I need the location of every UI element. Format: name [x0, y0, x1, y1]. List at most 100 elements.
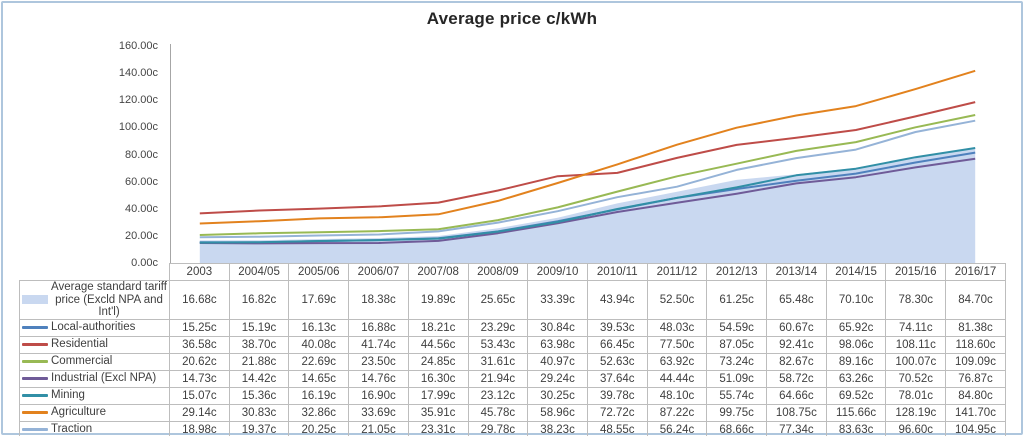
value-cell: 35.91c [407, 403, 469, 422]
value-cell: 25.65c [467, 280, 529, 320]
value-cell: 23.29c [467, 318, 529, 337]
value-cell: 43.94c [586, 280, 648, 320]
value-cell: 68.66c [706, 420, 768, 436]
value-cell: 84.70c [945, 280, 1006, 320]
value-cell: 87.05c [706, 335, 768, 354]
value-cell: 96.60c [885, 420, 947, 436]
table-row: Mining 15.07c 15.36c 16.19c 16.90c 17.99c 23.1… [19, 386, 1006, 405]
value-cell: 99.75c [706, 403, 768, 422]
value-cell: 58.96c [527, 403, 588, 422]
year-header-cell: 2014/15 [825, 263, 887, 281]
value-cell: 23.50c [348, 352, 409, 371]
value-cell: 92.41c [766, 335, 827, 354]
line-legend-swatch [22, 411, 48, 414]
value-cell: 76.87c [945, 369, 1006, 388]
value-cell: 30.25c [527, 386, 588, 405]
value-cell: 70.52c [885, 369, 947, 388]
value-cell: 39.78c [586, 386, 648, 405]
value-cell: 44.44c [646, 369, 708, 388]
value-cell: 66.45c [586, 335, 648, 354]
value-cell: 70.10c [825, 280, 887, 320]
value-cell: 41.74c [348, 335, 409, 354]
value-cell: 78.30c [885, 280, 947, 320]
value-cell: 37.64c [586, 369, 648, 388]
value-cell: 63.26c [825, 369, 887, 388]
table-corner-cell [20, 264, 170, 281]
line-legend-swatch [22, 428, 48, 431]
value-cell: 19.89c [407, 280, 469, 320]
value-cell: 15.07c [169, 386, 230, 405]
value-cell: 78.01c [885, 386, 947, 405]
value-cell: 118.60c [945, 335, 1006, 354]
value-cell: 33.39c [527, 280, 588, 320]
table-row: Residential 36.58c 38.70c 40.08c 41.74c 44.56… [19, 335, 1006, 354]
series-label: Average standard tariff price (Excld NPA… [51, 281, 167, 318]
series-label-cell: Industrial (Excl NPA) [19, 369, 170, 388]
value-cell: 52.50c [646, 280, 708, 320]
y-tick-label: 0.00c [131, 257, 158, 269]
line-series [199, 69, 976, 225]
value-cell: 44.56c [407, 335, 469, 354]
value-cell: 87.22c [646, 403, 708, 422]
year-header-cell: 2006/07 [348, 263, 409, 281]
data-table-with-legend: 2003 2004/05 2005/06 2006/07 2007/08 2008/09 2… [19, 263, 1006, 436]
value-cell: 36.58c [169, 335, 230, 354]
value-cell: 69.52c [825, 386, 887, 405]
value-cell: 21.88c [228, 352, 290, 371]
year-header-cell: 2016/17 [945, 263, 1006, 281]
y-tick-label: 20.00c [124, 229, 158, 242]
year-header-cell: 2008/09 [467, 263, 529, 281]
value-cell: 89.16c [825, 352, 887, 371]
value-cell: 30.83c [228, 403, 290, 422]
table-row: Industrial (Excl NPA) 14.73c 14.42c 14.65c 1… [19, 369, 1006, 388]
value-cell: 29.78c [467, 420, 529, 436]
value-cell: 29.14c [169, 403, 230, 422]
value-cell: 29.24c [527, 369, 588, 388]
value-cell: 16.13c [288, 318, 350, 337]
table-row: Agriculture 29.14c 30.83c 32.86c 33.69c 35.91… [19, 403, 1006, 422]
year-header-cell: 2009/10 [527, 263, 588, 281]
series-label: Mining [51, 389, 85, 402]
value-cell: 56.24c [646, 420, 708, 436]
value-cell: 60.67c [766, 318, 827, 337]
series-label-cell: Agriculture [19, 403, 170, 422]
line-series [199, 157, 976, 245]
year-header-cell: 2012/13 [706, 263, 768, 281]
y-axis-line [170, 44, 171, 263]
line-legend-swatch [22, 360, 48, 363]
value-cell: 18.98c [169, 420, 230, 436]
table-header-row: 2003 2004/05 2005/06 2006/07 2007/08 2008/09 2… [20, 263, 1006, 281]
value-cell: 45.78c [467, 403, 529, 422]
series-label-cell: Average standard tariff price (Excld NPA… [19, 280, 170, 320]
value-cell: 21.05c [348, 420, 409, 436]
value-cell: 61.25c [706, 280, 768, 320]
value-cell: 100.07c [885, 352, 947, 371]
value-cell: 65.48c [766, 280, 827, 320]
value-cell: 14.65c [288, 369, 350, 388]
value-cell: 32.86c [288, 403, 350, 422]
value-cell: 64.66c [766, 386, 827, 405]
value-cell: 15.25c [169, 318, 230, 337]
value-cell: 84.80c [945, 386, 1006, 405]
line-legend-swatch [22, 377, 48, 380]
value-cell: 115.66c [825, 403, 887, 422]
value-cell: 14.76c [348, 369, 409, 388]
value-cell: 19.37c [228, 420, 290, 436]
value-cell: 23.12c [467, 386, 529, 405]
value-cell: 63.92c [646, 352, 708, 371]
value-cell: 16.19c [288, 386, 350, 405]
value-cell: 48.55c [586, 420, 648, 436]
area-legend-swatch [22, 295, 48, 305]
value-cell: 16.90c [348, 386, 409, 405]
series-label: Commercial [51, 355, 113, 368]
line-series [199, 119, 976, 239]
y-tick-label: 140.00c [118, 67, 158, 80]
value-cell: 24.85c [407, 352, 469, 371]
value-cell: 104.95c [945, 420, 1006, 436]
value-cell: 58.72c [766, 369, 827, 388]
year-header-cell: 2004/05 [228, 263, 290, 281]
value-cell: 81.38c [945, 318, 1006, 337]
plot-area [199, 69, 976, 263]
value-cell: 20.62c [169, 352, 230, 371]
